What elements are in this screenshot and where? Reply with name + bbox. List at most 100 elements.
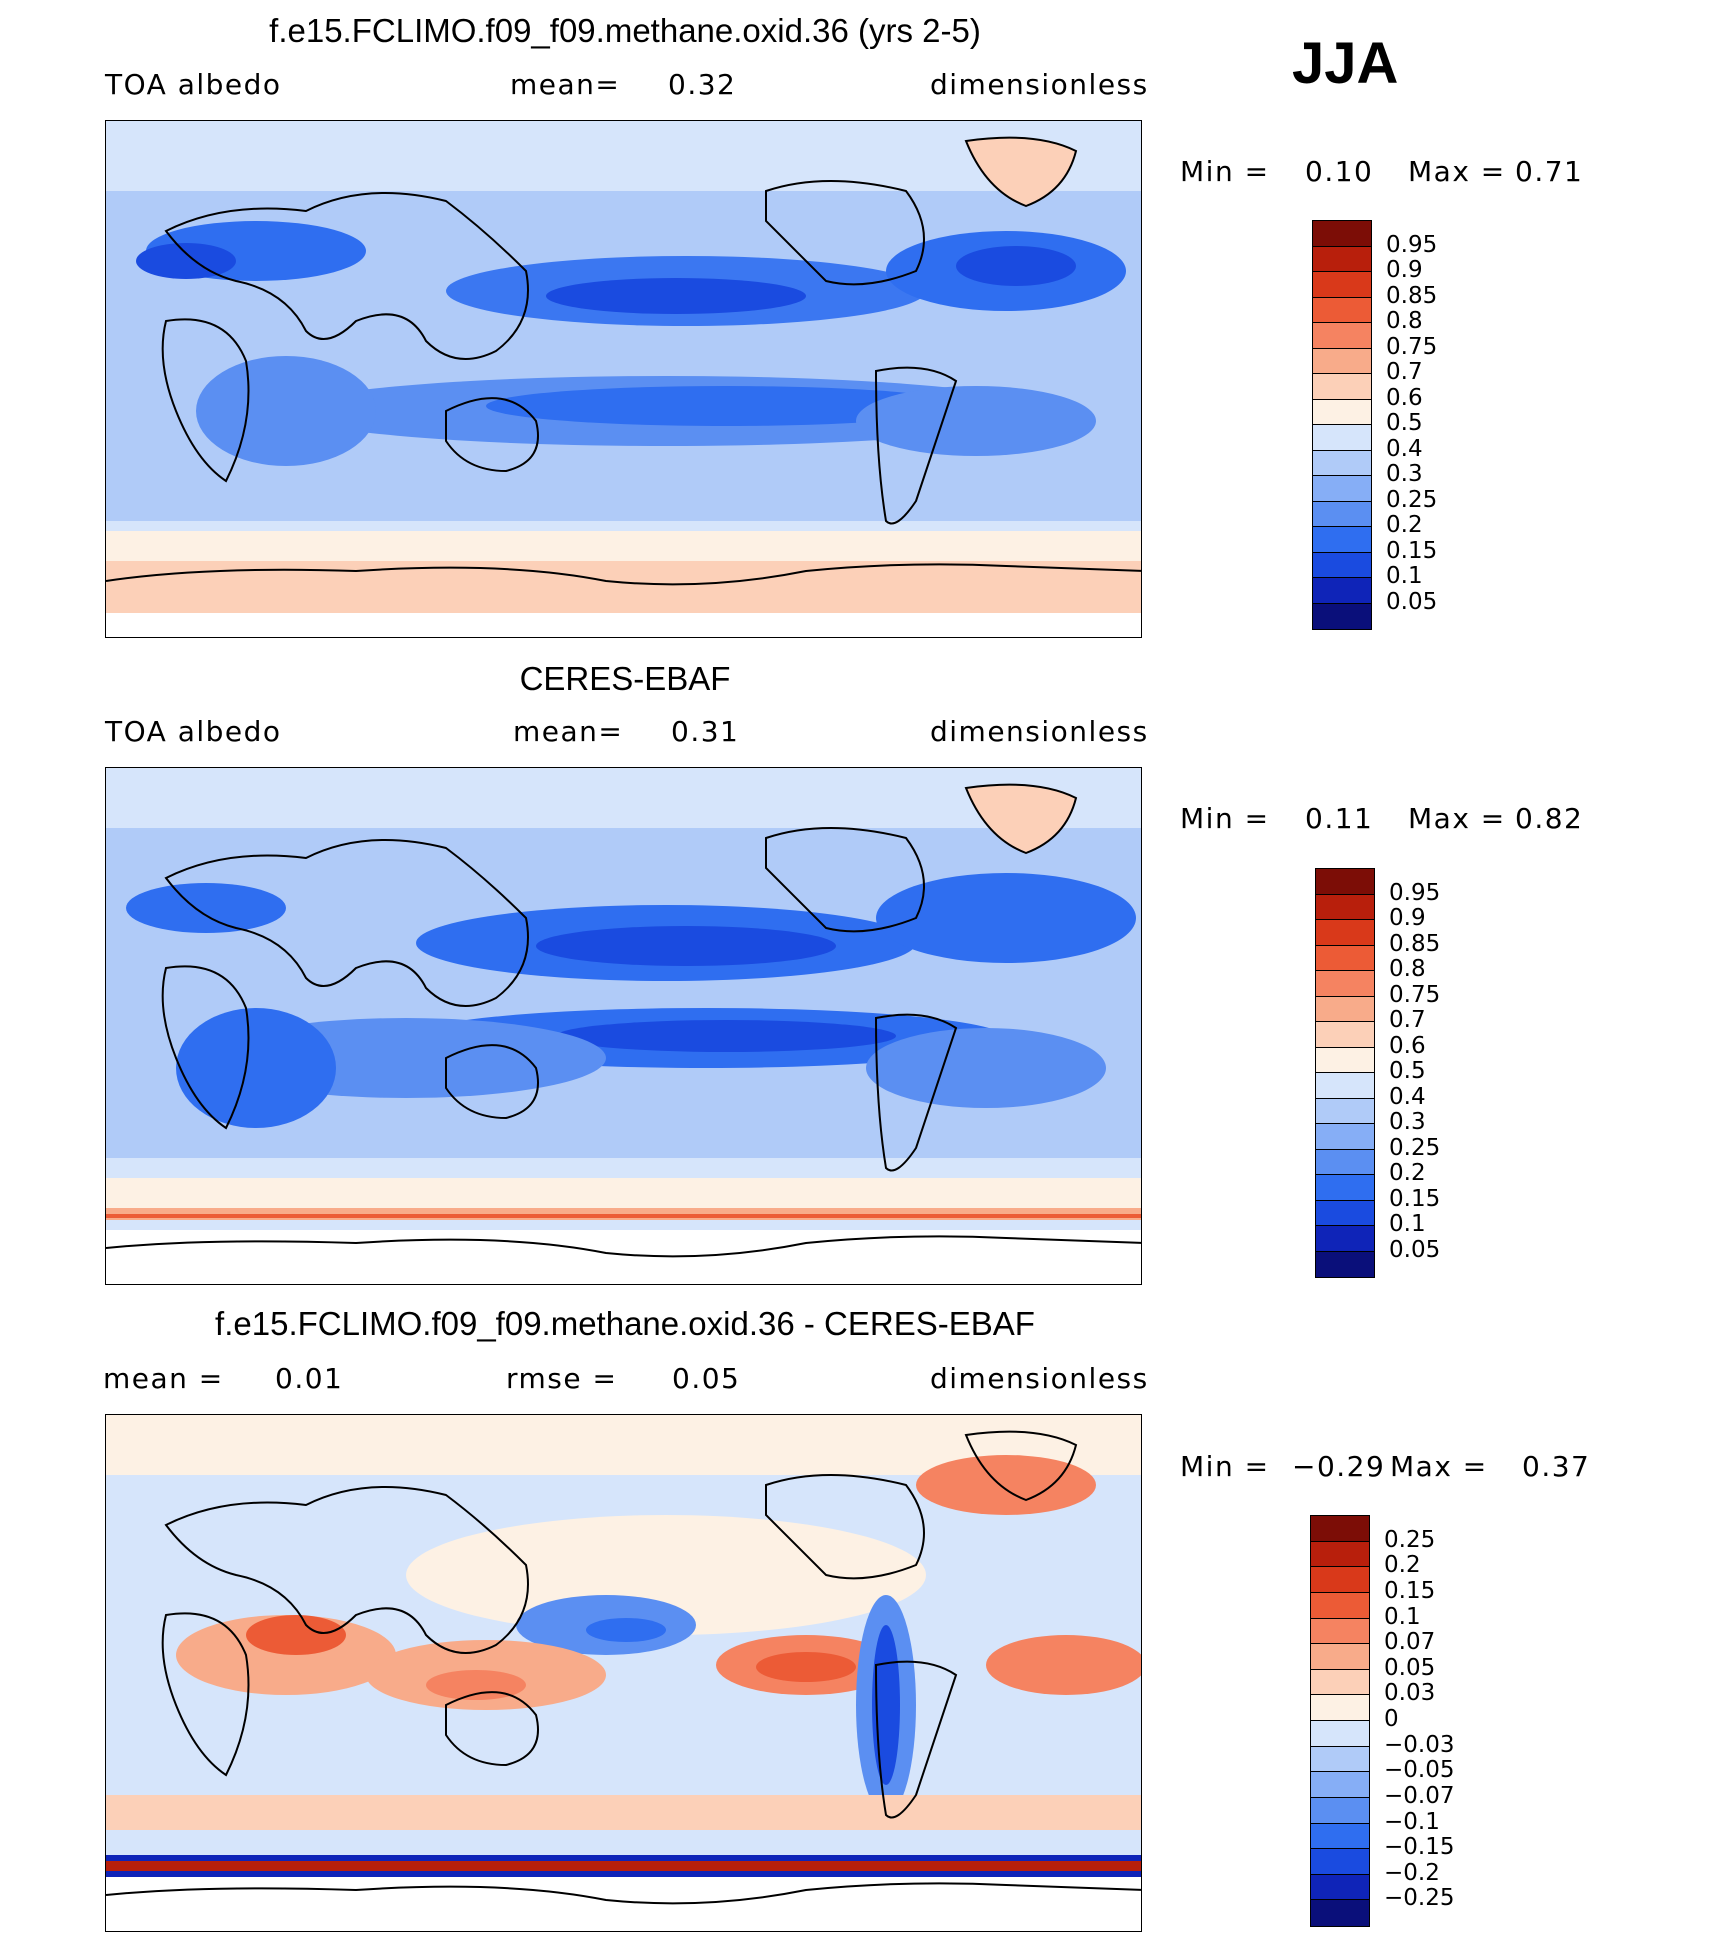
colorbar-swatch xyxy=(1313,527,1371,553)
panel-obs-colorbar xyxy=(1315,868,1375,1278)
panel-model-mean-label: mean= xyxy=(510,68,621,101)
colorbar-swatch xyxy=(1313,603,1371,629)
colorbar-tick-label: 0.05 xyxy=(1386,588,1438,615)
colorbar-swatch xyxy=(1311,1669,1369,1696)
colorbar-tick-label: 0.2 xyxy=(1384,1552,1421,1579)
colorbar-swatch xyxy=(1313,297,1371,323)
panel-diff-title: f.e15.FCLIMO.f09_f09.methane.oxid.36 - C… xyxy=(215,1305,1035,1342)
panel-obs-min-label: Min = xyxy=(1180,802,1270,835)
colorbar-tick-label: 0.5 xyxy=(1389,1058,1426,1084)
colorbar-swatch xyxy=(1311,1541,1369,1568)
colorbar-swatch xyxy=(1311,1746,1369,1773)
colorbar-swatch xyxy=(1311,1592,1369,1619)
colorbar-tick-label: −0.05 xyxy=(1384,1757,1455,1784)
colorbar-swatch xyxy=(1316,920,1374,946)
panel-model-mean-value: 0.32 xyxy=(668,68,737,101)
colorbar-swatch xyxy=(1311,1772,1369,1798)
colorbar-tick-label: 0.4 xyxy=(1386,435,1423,462)
panel-obs-title: CERES-EBAF xyxy=(519,660,731,697)
colorbar-swatch xyxy=(1311,1823,1369,1850)
colorbar-tick-label: −0.25 xyxy=(1384,1885,1455,1912)
colorbar-tick-label: 0.1 xyxy=(1389,1211,1426,1237)
colorbar-swatch xyxy=(1316,1200,1374,1226)
panel-model-map xyxy=(105,120,1142,638)
colorbar-tick-label: 0.1 xyxy=(1386,563,1423,589)
colorbar-swatch xyxy=(1313,450,1371,476)
panel-diff-units: dimensionless xyxy=(930,1362,1149,1395)
panel-obs-mean-label: mean= xyxy=(513,715,624,748)
colorbar-swatch xyxy=(1316,1047,1374,1073)
panel-model-units: dimensionless xyxy=(930,68,1149,101)
colorbar-tick-label: 0 xyxy=(1384,1706,1399,1732)
panel-model-max-label: Max = xyxy=(1408,155,1506,188)
colorbar-swatch xyxy=(1316,1022,1374,1048)
colorbar-swatch xyxy=(1311,1849,1369,1875)
colorbar-tick-label: 0.03 xyxy=(1384,1680,1436,1707)
colorbar-swatch xyxy=(1311,1516,1369,1542)
panel-diff-min-value: −0.29 xyxy=(1292,1450,1386,1483)
colorbar-swatch xyxy=(1311,1644,1369,1670)
colorbar-tick-label: 0.05 xyxy=(1389,1236,1441,1263)
colorbar-tick-label: 0.1 xyxy=(1384,1603,1421,1630)
colorbar-tick-label: 0.95 xyxy=(1389,879,1441,906)
colorbar-tick-label: −0.2 xyxy=(1384,1859,1440,1886)
colorbar-tick-label: 0.9 xyxy=(1389,905,1426,931)
panel-obs-map xyxy=(105,767,1142,1285)
colorbar-tick-label: 0.85 xyxy=(1386,282,1438,309)
colorbar-tick-label: 0.15 xyxy=(1386,537,1438,564)
panel-model-colorbar xyxy=(1312,220,1372,630)
panel-model-min-value: 0.10 xyxy=(1305,155,1374,188)
colorbar-tick-label: 0.75 xyxy=(1386,333,1438,360)
colorbar-swatch xyxy=(1313,425,1371,451)
colorbar-tick-label: 0.6 xyxy=(1386,384,1423,411)
colorbar-swatch xyxy=(1313,348,1371,374)
panel-model-max-value: 0.71 xyxy=(1515,155,1584,188)
colorbar-swatch xyxy=(1316,1073,1374,1099)
panel-diff-map xyxy=(105,1414,1142,1932)
panel-diff-mean-value: 0.01 xyxy=(275,1362,344,1395)
colorbar-tick-label: 0.75 xyxy=(1389,981,1441,1008)
colorbar-tick-label: 0.25 xyxy=(1389,1134,1441,1161)
panel-diff-map-svg xyxy=(106,1415,1141,1931)
panel-obs-max-label: Max = xyxy=(1408,802,1506,835)
colorbar-tick-label: 0.15 xyxy=(1384,1577,1436,1604)
colorbar-tick-label: −0.15 xyxy=(1384,1834,1455,1861)
panel-obs-map-svg xyxy=(106,768,1141,1284)
colorbar-swatch xyxy=(1313,374,1371,400)
colorbar-tick-label: 0.3 xyxy=(1389,1109,1426,1135)
panel-model-min-label: Min = xyxy=(1180,155,1270,188)
colorbar-swatch xyxy=(1316,996,1374,1022)
panel-diff-min-label: Min = xyxy=(1180,1450,1270,1483)
colorbar-swatch xyxy=(1316,1149,1374,1175)
colorbar-tick-label: −0.1 xyxy=(1384,1808,1440,1835)
panel-diff-mean-label: mean = xyxy=(103,1362,224,1395)
panel-diff-rmse-label: rmse = xyxy=(506,1362,618,1395)
colorbar-tick-label: 0.85 xyxy=(1389,930,1441,957)
colorbar-tick-label: 0.25 xyxy=(1386,486,1438,513)
colorbar-tick-label: 0.7 xyxy=(1386,359,1423,385)
colorbar-tick-label: 0.05 xyxy=(1384,1654,1436,1681)
colorbar-tick-label: 0.2 xyxy=(1389,1160,1426,1186)
colorbar-tick-label: 0.9 xyxy=(1386,257,1423,283)
colorbar-swatch xyxy=(1311,1900,1369,1926)
colorbar-swatch xyxy=(1313,246,1371,272)
colorbar-swatch xyxy=(1313,476,1371,502)
colorbar-tick-label: 0.4 xyxy=(1389,1083,1426,1110)
colorbar-swatch xyxy=(1316,945,1374,971)
panel-obs-max-value: 0.82 xyxy=(1515,802,1584,835)
colorbar-swatch xyxy=(1316,894,1374,920)
colorbar-swatch xyxy=(1316,1251,1374,1277)
panel-model-title: f.e15.FCLIMO.f09_f09.methane.oxid.36 (yr… xyxy=(269,12,981,49)
colorbar-swatch xyxy=(1316,1124,1374,1150)
panel-model-variable: TOA albedo xyxy=(105,68,282,101)
colorbar-swatch xyxy=(1313,272,1371,298)
colorbar-swatch xyxy=(1311,1567,1369,1593)
panel-obs-units: dimensionless xyxy=(930,715,1149,748)
colorbar-swatch xyxy=(1313,578,1371,604)
panel-diff-max-label: Max = xyxy=(1390,1450,1488,1483)
colorbar-swatch xyxy=(1311,1721,1369,1747)
colorbar-tick-label: 0.5 xyxy=(1386,410,1423,436)
panel-obs-min-value: 0.11 xyxy=(1305,802,1374,835)
colorbar-tick-label: −0.07 xyxy=(1384,1782,1455,1809)
panel-diff-colorbar xyxy=(1310,1515,1370,1927)
